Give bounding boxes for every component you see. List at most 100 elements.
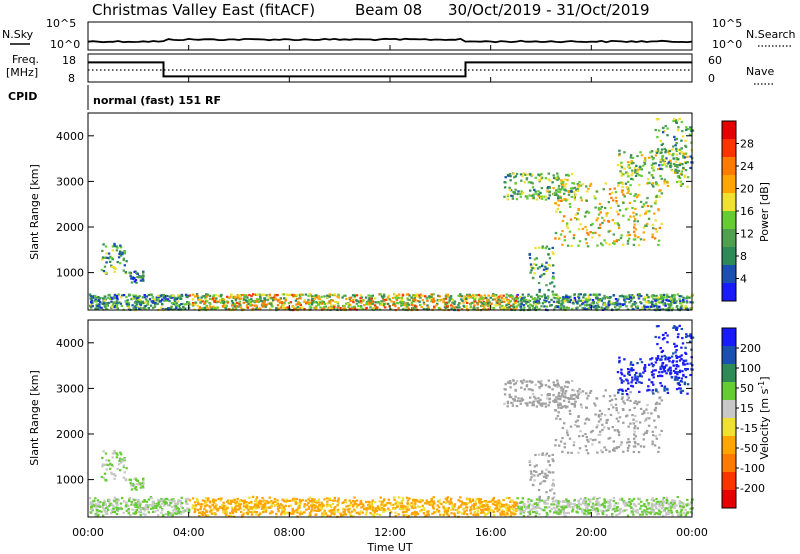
power-point: [216, 306, 219, 309]
power-point: [514, 188, 517, 191]
power-point: [678, 298, 681, 301]
power-point: [270, 301, 273, 304]
cpid-label: CPID: [8, 90, 37, 103]
power-point: [323, 295, 326, 298]
power-point: [151, 296, 154, 299]
velocity-point: [115, 498, 118, 502]
power-point: [643, 161, 646, 164]
velocity-point: [313, 506, 317, 509]
velocity-point: [410, 502, 413, 505]
power-point: [581, 183, 585, 186]
power-point: [559, 305, 562, 308]
power-point: [560, 179, 563, 182]
velocity-point: [141, 500, 145, 503]
power-point: [534, 303, 537, 306]
power-point: [144, 301, 147, 304]
power-point: [622, 173, 625, 176]
power-point: [636, 220, 639, 223]
power-point: [613, 240, 616, 243]
velocity-point: [538, 386, 541, 389]
power-point: [636, 306, 639, 309]
velocity-point: [651, 507, 654, 510]
velocity-point: [397, 502, 401, 505]
power-point: [91, 295, 94, 298]
power-point: [662, 126, 665, 130]
power-point: [671, 154, 674, 157]
power-point: [532, 307, 535, 310]
title-beam: Beam 08: [355, 1, 422, 19]
power-point: [603, 303, 606, 306]
velocity-point: [337, 497, 340, 500]
velocity-point: [119, 502, 123, 505]
power-point: [251, 307, 255, 310]
power-point: [544, 296, 547, 299]
power-point: [654, 202, 657, 205]
power-point: [523, 306, 526, 309]
power-point: [666, 134, 669, 137]
velocity-point: [536, 506, 539, 509]
power-point: [201, 300, 204, 303]
power-point: [403, 308, 406, 311]
velocity-point: [462, 502, 466, 505]
power-point: [255, 300, 259, 303]
power-point: [631, 169, 634, 172]
velocity-point: [655, 507, 658, 510]
power-point: [537, 173, 540, 176]
velocity-point: [125, 501, 128, 504]
velocity-point: [586, 397, 589, 400]
power-point: [222, 300, 226, 303]
velocity-point: [572, 502, 575, 506]
power-point: [685, 126, 688, 129]
power-point: [684, 161, 688, 165]
power-point: [561, 243, 564, 246]
nave-label: Nave: [746, 65, 774, 78]
velocity-point: [446, 510, 450, 513]
power-point: [538, 179, 541, 182]
power-point: [130, 297, 133, 300]
power-point: [658, 305, 661, 308]
power-point: [528, 252, 531, 256]
power-point: [321, 300, 324, 303]
velocity-point: [674, 504, 677, 507]
velocity-point: [525, 385, 528, 388]
power-point: [407, 303, 411, 306]
velocity-point: [133, 499, 136, 502]
power-point: [619, 181, 622, 184]
velocity-point: [103, 472, 107, 475]
velocity-point: [527, 498, 530, 501]
velocity-point: [618, 498, 622, 501]
velocity-point: [113, 496, 117, 499]
velocity-point: [596, 507, 599, 510]
velocity-point: [410, 505, 413, 508]
power-point: [573, 186, 577, 189]
velocity-point: [506, 402, 510, 405]
velocity-point: [548, 393, 551, 397]
power-point: [342, 294, 346, 297]
power-point: [400, 304, 403, 307]
power-point: [493, 298, 497, 301]
velocity-point: [234, 504, 238, 507]
power-point: [432, 293, 435, 296]
power-point: [682, 154, 685, 158]
power-point: [422, 307, 426, 311]
velocity-point: [662, 501, 665, 505]
power-point: [643, 304, 646, 307]
velocity-point: [472, 505, 475, 508]
power-point: [536, 302, 539, 305]
velocity-point: [587, 440, 590, 443]
power-point: [689, 307, 692, 310]
velocity-point: [102, 477, 106, 480]
power-point: [546, 297, 549, 300]
power-point: [530, 295, 533, 298]
power-point: [560, 199, 563, 202]
velocity-point: [639, 407, 643, 410]
velocity-point: [119, 461, 123, 464]
velocity-point: [296, 502, 299, 505]
velocity-point: [122, 465, 125, 469]
velocity-point: [540, 404, 544, 407]
power-point: [326, 302, 329, 305]
velocity-point: [298, 504, 301, 507]
power-point: [519, 195, 522, 198]
power-point: [121, 294, 124, 297]
